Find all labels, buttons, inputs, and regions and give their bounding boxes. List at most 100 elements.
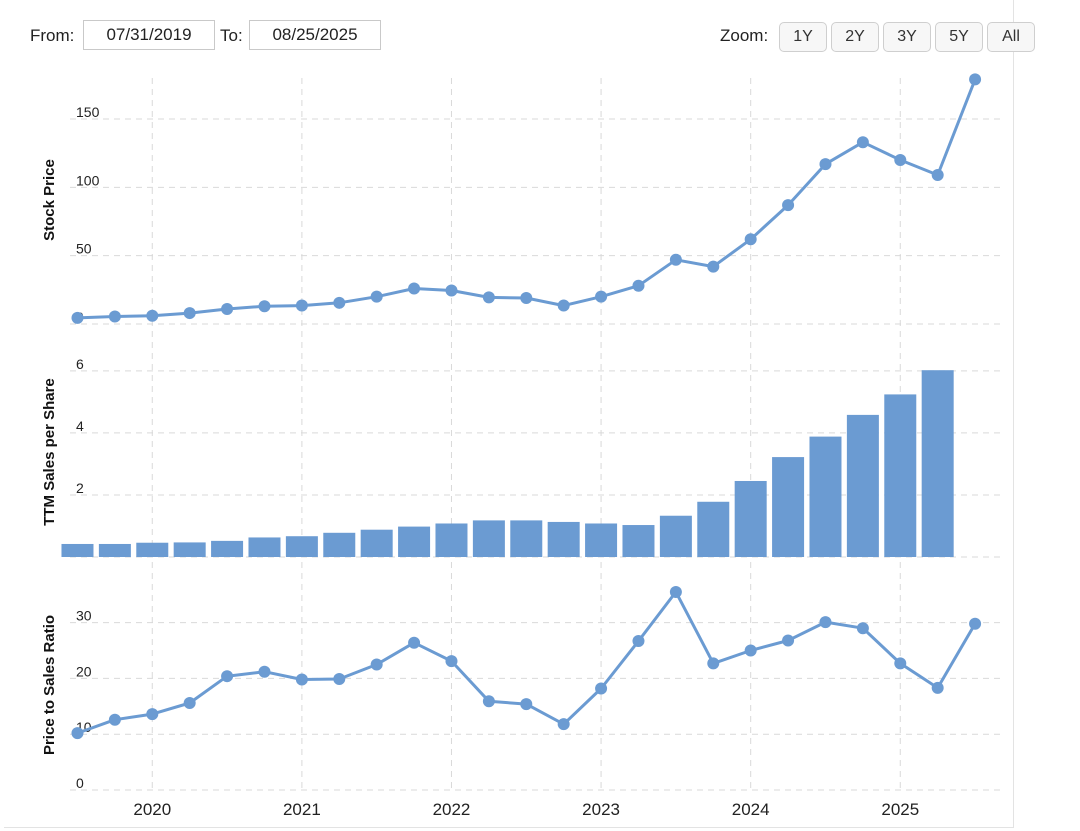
bar	[248, 537, 281, 557]
data-point	[520, 698, 533, 711]
data-point	[744, 233, 757, 246]
bar	[734, 480, 767, 557]
bar	[136, 542, 169, 557]
data-point	[258, 300, 271, 313]
y-tick-label: 0	[76, 775, 84, 791]
data-point	[969, 73, 982, 86]
y-tick-label: 150	[76, 104, 100, 120]
data-point	[856, 136, 869, 149]
data-point	[183, 307, 196, 320]
data-point	[445, 284, 458, 297]
series-line	[76, 590, 977, 735]
bar	[772, 457, 805, 557]
y-tick-label: 20	[76, 663, 92, 679]
data-point	[221, 302, 234, 315]
y-tick-label: 100	[76, 172, 100, 188]
zoom-1y-button[interactable]: 1Y	[779, 22, 827, 52]
data-point	[632, 279, 645, 292]
data-point	[782, 199, 795, 212]
toolbar: From: To: Zoom: 1Y 2Y 3Y 5Y All	[0, 0, 1080, 60]
to-label: To:	[220, 26, 243, 45]
x-tick-label: 2023	[582, 800, 620, 819]
y-tick-label: 50	[76, 241, 92, 257]
data-point	[408, 636, 421, 649]
price-to-sales-axis-title: Price to Sales Ratio	[41, 615, 58, 755]
data-point	[295, 673, 308, 686]
bar	[61, 543, 94, 557]
data-point	[669, 253, 682, 266]
data-point	[707, 657, 720, 670]
x-axis: 2020 2021 2022 2023 2024 2025	[133, 800, 919, 819]
data-point	[445, 655, 458, 668]
data-point	[71, 727, 84, 740]
bar	[921, 370, 954, 557]
data-point	[108, 713, 121, 726]
data-point	[744, 644, 757, 657]
data-point	[632, 635, 645, 648]
sales-per-share-panel: TTM Sales per Share 0246	[41, 356, 954, 558]
bar	[510, 520, 543, 557]
bar	[98, 543, 131, 557]
bar	[585, 523, 618, 557]
data-point	[557, 718, 570, 731]
data-point	[931, 169, 944, 182]
bar	[398, 526, 431, 557]
bar	[884, 394, 917, 557]
sales-per-share-axis-title: TTM Sales per Share	[41, 378, 58, 526]
data-point	[183, 696, 196, 709]
bar	[435, 523, 468, 557]
zoom-3y-button[interactable]: 3Y	[883, 22, 931, 52]
data-point	[819, 616, 832, 629]
data-point	[782, 634, 795, 647]
x-tick-label: 2025	[881, 800, 919, 819]
x-tick-label: 2021	[283, 800, 321, 819]
data-point	[894, 154, 907, 166]
stock-price-axis-title: Stock Price	[41, 159, 58, 241]
data-point	[894, 657, 907, 670]
bar	[547, 521, 580, 557]
y-tick-label: 30	[76, 608, 92, 624]
bar	[659, 515, 692, 557]
data-point	[408, 282, 421, 295]
zoom-all-button[interactable]: All	[987, 22, 1035, 52]
bar	[360, 529, 393, 557]
stock-price-panel: Stock Price 050100150	[41, 73, 982, 325]
data-point	[707, 260, 720, 273]
data-point	[258, 665, 271, 678]
bar	[323, 532, 356, 557]
data-point	[595, 682, 608, 695]
data-point	[370, 290, 383, 303]
bar	[211, 540, 244, 557]
bar	[622, 525, 655, 557]
to-date-input[interactable]	[249, 20, 381, 50]
data-point	[108, 310, 121, 323]
bar	[285, 536, 318, 557]
bar	[846, 414, 879, 557]
x-tick-label: 2024	[732, 800, 770, 819]
data-point	[969, 617, 982, 630]
bar	[173, 542, 206, 557]
data-point	[856, 622, 869, 635]
data-point	[71, 311, 84, 324]
data-point	[595, 290, 608, 303]
from-date-input[interactable]	[83, 20, 215, 50]
chart-frame	[4, 0, 1014, 828]
zoom-5y-button[interactable]: 5Y	[935, 22, 983, 52]
data-point	[146, 708, 159, 721]
data-point	[370, 658, 383, 671]
bar	[472, 520, 505, 557]
bar	[697, 501, 730, 557]
data-point	[482, 291, 495, 304]
x-tick-label: 2020	[133, 800, 171, 819]
data-point	[333, 672, 346, 685]
zoom-2y-button[interactable]: 2Y	[831, 22, 879, 52]
from-label: From:	[30, 26, 75, 45]
data-point	[819, 158, 832, 171]
data-point	[482, 695, 495, 708]
bar	[809, 436, 842, 557]
data-point	[557, 299, 570, 312]
y-tick-label: 4	[76, 418, 84, 434]
data-point	[295, 299, 308, 312]
